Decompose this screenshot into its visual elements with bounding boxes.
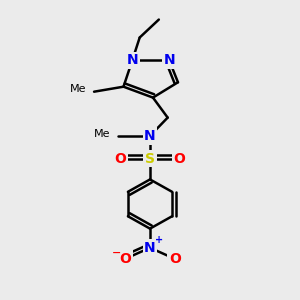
Text: Me: Me xyxy=(70,84,87,94)
Text: N: N xyxy=(163,53,175,67)
Text: Me: Me xyxy=(94,128,110,139)
Text: +: + xyxy=(155,236,163,245)
Text: N: N xyxy=(127,53,138,67)
Text: O: O xyxy=(173,152,185,166)
Text: O: O xyxy=(169,252,181,266)
Text: N: N xyxy=(144,241,156,255)
Text: O: O xyxy=(119,252,131,266)
Text: −: − xyxy=(112,248,122,258)
Text: O: O xyxy=(115,152,127,166)
Text: N: N xyxy=(144,129,156,143)
Text: S: S xyxy=(145,152,155,166)
